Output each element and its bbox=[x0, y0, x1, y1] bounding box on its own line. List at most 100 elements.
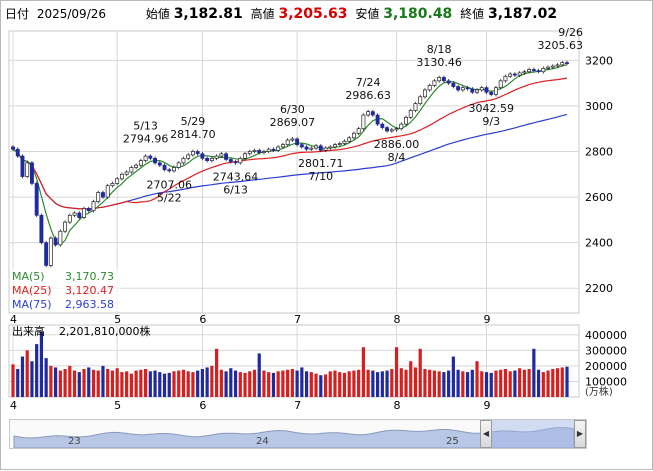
ma75-legend-label: MA(75) bbox=[12, 298, 52, 311]
candle-body bbox=[508, 73, 513, 77]
candle-body bbox=[91, 201, 96, 212]
range-navigator[interactable]: 23 24 25 ◀ ▶ bbox=[9, 419, 587, 449]
price-axis: 2200 2400 2600 2800 3000 3200 bbox=[585, 54, 613, 295]
candle-body bbox=[333, 144, 337, 148]
annotation-date: 8/18 bbox=[427, 43, 452, 56]
candle-body bbox=[527, 69, 532, 73]
volume-bar bbox=[475, 361, 479, 397]
candle-body bbox=[314, 145, 318, 149]
price-panel bbox=[8, 30, 580, 314]
annotation-date: 2743.64 bbox=[213, 170, 259, 183]
volume-bar bbox=[432, 370, 437, 397]
candle-body bbox=[262, 151, 266, 153]
annotation-value: 2986.63 bbox=[345, 89, 391, 102]
volume-bar bbox=[229, 368, 233, 397]
volume-bar bbox=[290, 369, 294, 397]
candle-body bbox=[512, 73, 517, 76]
volume-bar bbox=[304, 371, 309, 397]
volume-axis: 400000 300000 200000 100000 bbox=[585, 329, 627, 389]
volume-bar bbox=[39, 331, 44, 397]
volume-bar bbox=[447, 370, 451, 397]
candle-body bbox=[299, 144, 304, 148]
candle-body bbox=[446, 80, 451, 84]
volume-bar bbox=[342, 372, 347, 397]
scroll-right-icon[interactable]: ▶ bbox=[574, 420, 586, 448]
volume-bar bbox=[96, 370, 100, 397]
volume-bar bbox=[11, 364, 15, 397]
candle-body bbox=[63, 221, 68, 232]
volume-value: 2,201,810,000株 bbox=[59, 324, 150, 338]
month-label: 5 bbox=[114, 313, 121, 326]
volume-bar bbox=[20, 356, 25, 397]
candle-body bbox=[48, 237, 53, 266]
candle-body bbox=[380, 123, 385, 128]
annotation-value: 3130.46 bbox=[416, 56, 462, 69]
volume-bar bbox=[153, 370, 157, 397]
candle-body bbox=[361, 114, 366, 130]
volume-bar bbox=[101, 365, 105, 397]
volume-bar bbox=[248, 371, 252, 397]
candle-body bbox=[200, 153, 205, 159]
volume-bar bbox=[456, 369, 460, 397]
volume-bar bbox=[87, 367, 91, 397]
annotation-date: 7/24 bbox=[356, 76, 381, 89]
volume-bar bbox=[551, 369, 555, 397]
candle-body bbox=[470, 88, 475, 93]
volume-bar bbox=[328, 371, 332, 397]
open-value: 3,182.81 bbox=[173, 6, 243, 22]
volume-bar bbox=[423, 369, 427, 397]
candle-body bbox=[190, 151, 195, 156]
candle-body bbox=[536, 70, 541, 73]
volume-unit: (万株) bbox=[585, 385, 613, 398]
ma75-legend-value: 2,963.58 bbox=[65, 298, 114, 311]
scroll-left-icon[interactable]: ◀ bbox=[480, 420, 492, 448]
navigator-selection[interactable] bbox=[486, 420, 576, 448]
volume-bar bbox=[252, 369, 257, 397]
candle-body bbox=[276, 146, 281, 151]
ma25-line bbox=[12, 77, 568, 210]
candle-body bbox=[172, 167, 176, 172]
volume-bar bbox=[352, 370, 356, 397]
candle-body bbox=[238, 157, 243, 164]
candle-body bbox=[541, 67, 546, 73]
month-label: 7 bbox=[294, 313, 301, 326]
candle-body bbox=[432, 80, 437, 86]
navigator-label-23: 23 bbox=[68, 436, 81, 447]
ma25-legend-value: 3,120.47 bbox=[65, 284, 114, 297]
volume-bar bbox=[451, 356, 455, 397]
volume-month-axis: 4 5 6 7 8 9 bbox=[10, 399, 491, 412]
candle-body bbox=[214, 155, 219, 159]
month-label: 8 bbox=[394, 399, 401, 412]
candle-body bbox=[422, 89, 427, 98]
candle-body bbox=[167, 169, 172, 172]
candle-body bbox=[375, 114, 380, 125]
volume-bar bbox=[418, 348, 422, 397]
candle-body bbox=[280, 144, 285, 148]
volume-bar bbox=[319, 375, 323, 397]
volume-bar bbox=[257, 353, 261, 397]
annotation-value: 2814.70 bbox=[170, 128, 216, 141]
annotation-date: 5/29 bbox=[181, 115, 206, 128]
volume-bar bbox=[143, 369, 148, 397]
candle-body bbox=[503, 75, 508, 82]
candle-body bbox=[475, 89, 479, 93]
candle-body bbox=[110, 183, 115, 187]
volume-bar bbox=[295, 370, 299, 397]
annotation-date: 9/26 bbox=[558, 26, 583, 39]
volume-bar bbox=[470, 369, 474, 397]
annotation-date: 5/13 bbox=[133, 120, 158, 133]
candle-body bbox=[441, 77, 446, 82]
candle-body bbox=[337, 143, 342, 146]
volume-bar bbox=[91, 369, 96, 397]
candle-body bbox=[328, 146, 333, 149]
volume-bar bbox=[541, 372, 545, 397]
candle-body bbox=[290, 138, 295, 141]
volume-tick-label: 200000 bbox=[585, 360, 627, 373]
candle-body bbox=[517, 72, 522, 76]
candle-body bbox=[195, 151, 200, 155]
volume-bar bbox=[338, 372, 342, 397]
volume-bar bbox=[134, 370, 138, 397]
candle-body bbox=[479, 87, 484, 91]
candle-body bbox=[318, 145, 323, 151]
